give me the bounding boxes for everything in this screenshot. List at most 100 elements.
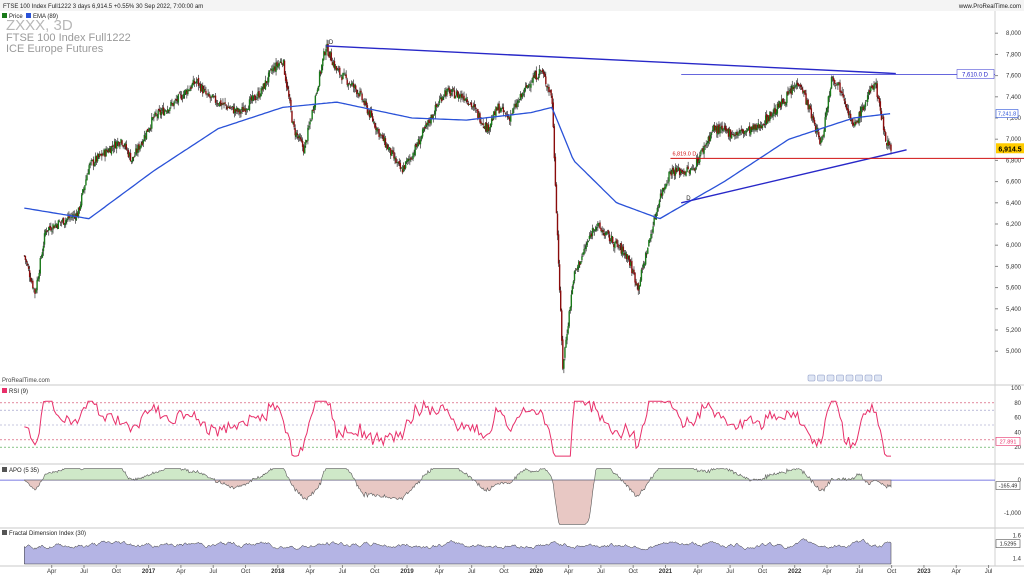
candle-body (710, 132, 713, 135)
candle-body (827, 96, 830, 109)
candle-body (43, 233, 46, 245)
time-tick-label: Jul (209, 569, 217, 575)
price-tick-label: 5,800 (1006, 264, 1022, 270)
candle-body (168, 110, 170, 111)
candle-body (229, 107, 232, 109)
candle-body (641, 268, 644, 270)
candle-body (736, 131, 738, 136)
candle-body (467, 103, 469, 106)
candle-body (651, 234, 653, 235)
candle-body (789, 89, 791, 92)
candle-body (705, 143, 707, 146)
candle-body (366, 105, 369, 114)
candle-body (521, 92, 524, 98)
candle-body (873, 84, 875, 91)
candle-body (646, 254, 648, 256)
candle-body (652, 226, 654, 233)
price-tick-label: 7,800 (1006, 52, 1022, 58)
candle-body (776, 103, 779, 114)
candle-body (853, 124, 855, 126)
candle-body (373, 121, 375, 123)
candle-body (637, 283, 639, 291)
candle-body (350, 83, 353, 86)
candle-body (620, 243, 622, 254)
candle-body (464, 99, 466, 101)
time-tick-label: Jul (339, 569, 347, 575)
candle-body (613, 244, 615, 248)
candle-body (263, 83, 266, 89)
event-marker-icon (855, 374, 863, 382)
candle-body (750, 127, 752, 135)
candle-body (694, 168, 697, 171)
candle-body (86, 175, 88, 181)
fdi-legend-label: Fractal Dimension Index (30) (9, 531, 86, 537)
candle-body (638, 285, 640, 290)
candle-body (45, 230, 48, 232)
candle-body (753, 124, 755, 130)
candle-body (473, 104, 476, 107)
candle-body (426, 122, 428, 125)
candle-body (513, 107, 515, 109)
candle-body (678, 167, 681, 175)
candle-body (250, 96, 253, 101)
candle-body (177, 94, 180, 103)
candle-body (83, 188, 85, 191)
candle-body (401, 169, 404, 173)
candle-body (489, 123, 492, 128)
candle-body (223, 102, 225, 105)
ema-89-line (24, 101, 891, 220)
candle-body (461, 93, 463, 98)
candle-body (150, 127, 152, 129)
candle-body (535, 70, 537, 80)
candle-body (314, 95, 317, 108)
candle-body (171, 103, 173, 104)
candle-body (721, 125, 723, 130)
candle-body (312, 109, 314, 111)
candle-body (137, 145, 139, 153)
candle-body (404, 161, 407, 169)
price-legend-label: Price (9, 14, 23, 20)
candle-body (658, 200, 661, 207)
candle-body (849, 113, 852, 122)
candle-body (435, 104, 438, 107)
candle-body (148, 128, 151, 131)
candle-body (565, 339, 567, 348)
candle-body (160, 111, 163, 116)
candle-body (783, 102, 785, 104)
candle-body (767, 116, 769, 124)
candle-body (193, 80, 195, 84)
candle-body (378, 129, 380, 137)
candle-body (559, 290, 562, 311)
candle-body (820, 140, 822, 144)
candle-body (549, 90, 551, 92)
candle-body (167, 109, 169, 113)
candle-body (635, 281, 637, 286)
candle-body (207, 93, 209, 95)
candle-body (125, 144, 128, 150)
candle-body (745, 130, 748, 133)
candle-body (219, 101, 221, 107)
rsi-tick-label: 20 (1014, 445, 1021, 451)
candle-body (738, 132, 740, 134)
candle-body (454, 95, 457, 99)
ema-legend-swatch (26, 13, 31, 18)
candle-body (711, 129, 714, 132)
candle-body (650, 234, 652, 240)
price-tick-label: 5,000 (1006, 349, 1022, 355)
candle-body (188, 90, 190, 91)
time-tick-label: Jul (726, 569, 734, 575)
candle-body (323, 51, 325, 60)
candle-body (111, 145, 114, 148)
candle-body (756, 127, 758, 130)
candle-body (656, 207, 659, 213)
candle-body (357, 92, 359, 95)
candle-body (140, 143, 142, 148)
candle-body (598, 223, 600, 225)
candle-body (640, 269, 643, 281)
candle-body (801, 87, 803, 90)
candle-body (209, 96, 211, 99)
candle-body (790, 88, 792, 95)
candle-body (695, 158, 698, 168)
candle-body (607, 230, 610, 234)
